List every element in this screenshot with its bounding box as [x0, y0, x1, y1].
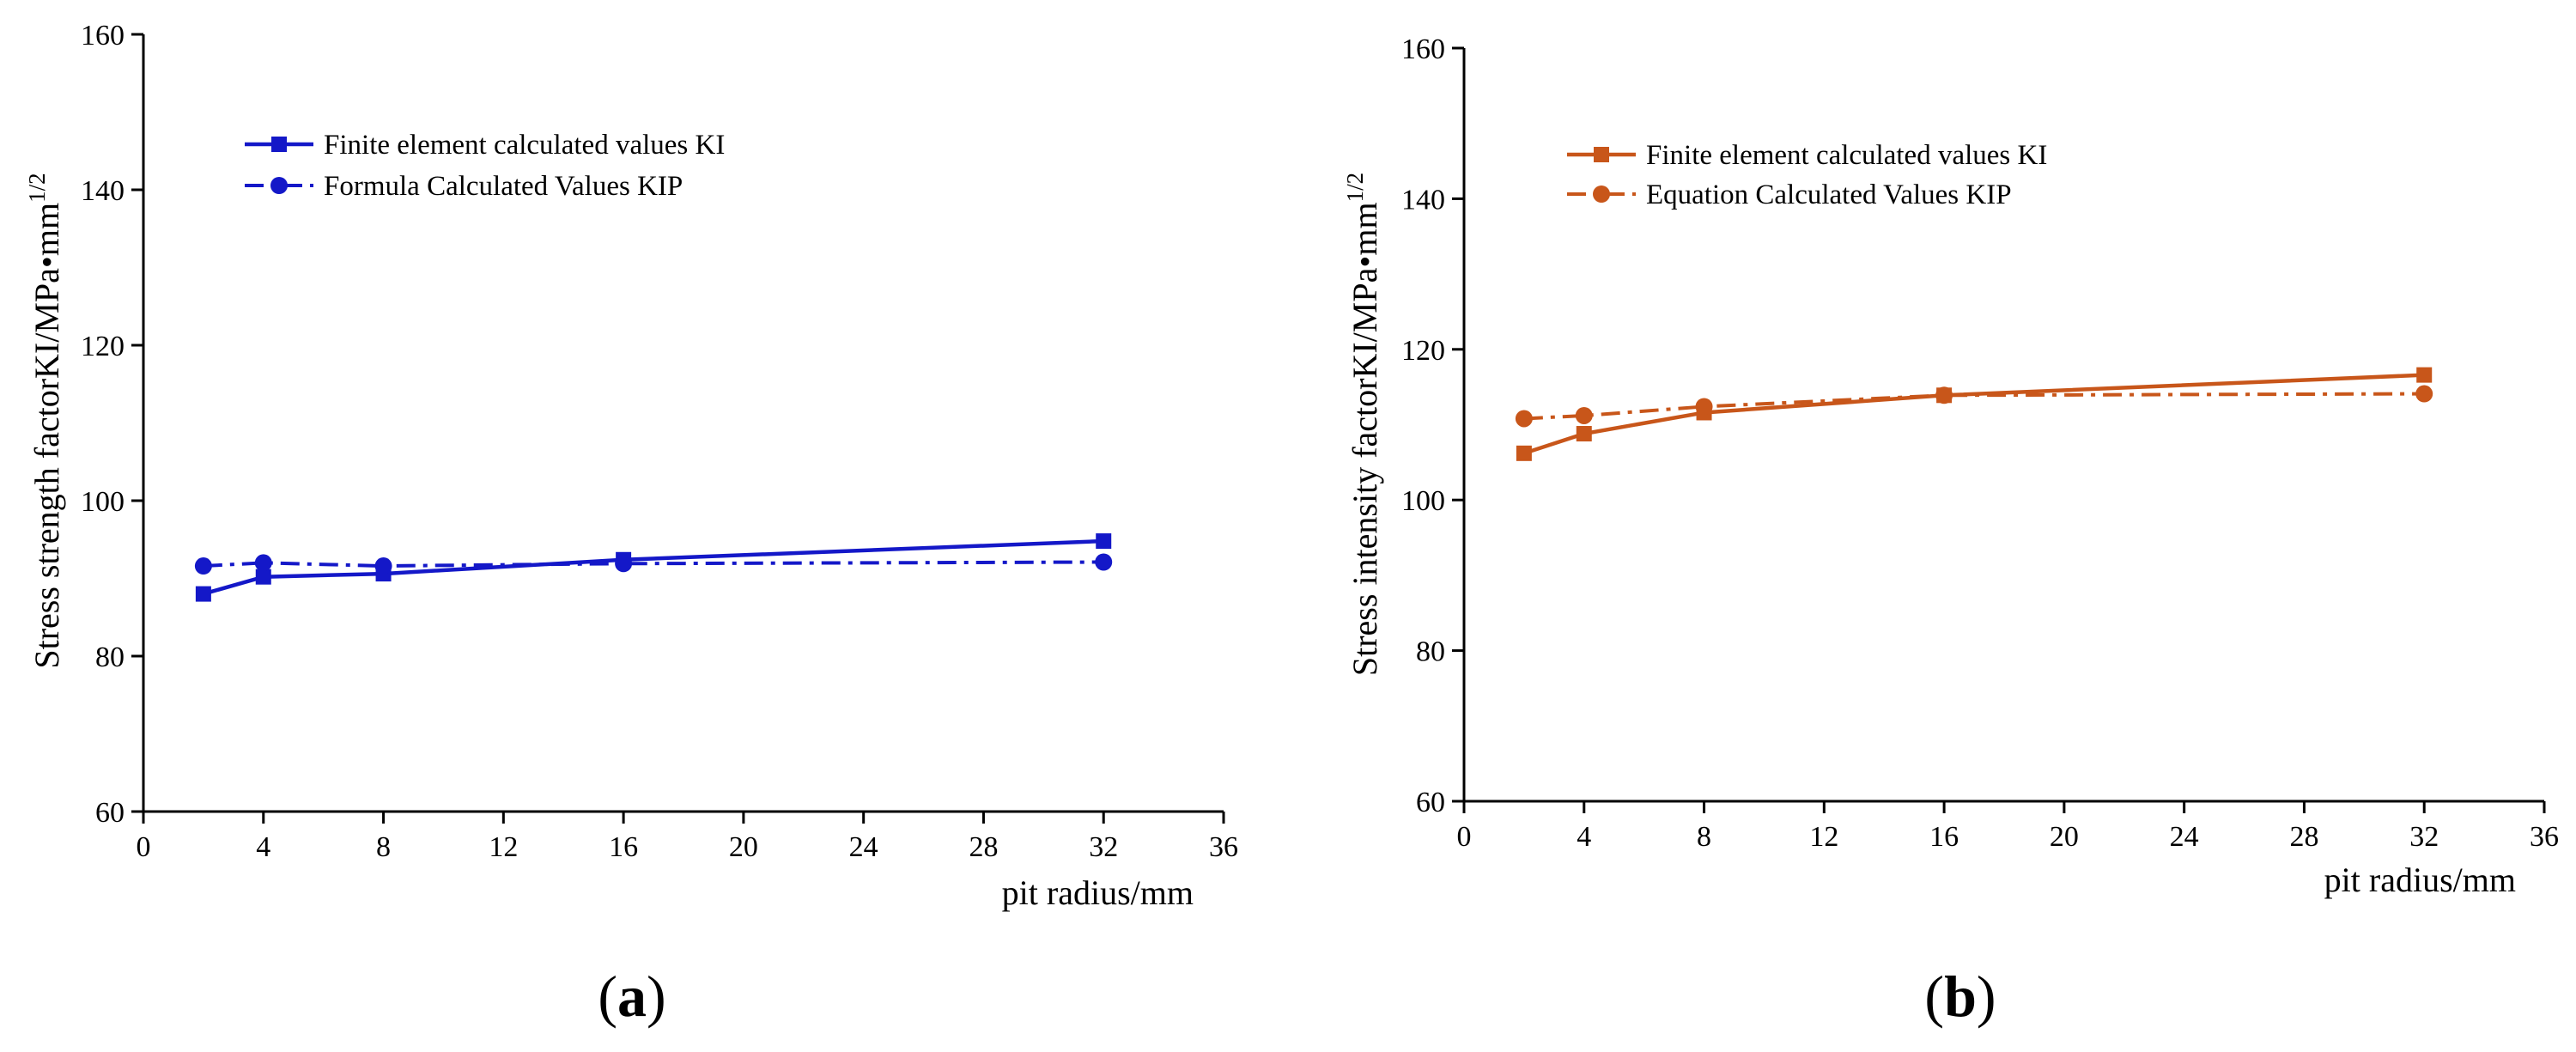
chart-panel-b: 0 4 8 12 16 20 24 28 32 36 60 80 100 120 140 160 pit rad… — [1342, 33, 2559, 1029]
legend-entry: Finite element calculated values KI — [1567, 140, 2047, 171]
legend-label: Finite element calculated values KI — [1646, 140, 2047, 171]
x-tick-label: 16 — [1929, 821, 1959, 853]
x-tick-label: 0 — [137, 831, 151, 863]
series-finite-element — [1516, 367, 2433, 461]
legend-entry: Equation Calculated Values KIP — [1567, 179, 2012, 210]
data-point-circle — [1095, 553, 1113, 571]
series-finite-element — [195, 533, 1112, 602]
panel-label-letter: a — [617, 964, 647, 1029]
y-tick-label: 80 — [95, 642, 125, 673]
x-tick-label: 8 — [1697, 821, 1711, 853]
x-tick-label: 36 — [1209, 831, 1238, 863]
series-calculated — [194, 553, 1113, 575]
x-tick-label: 4 — [1577, 821, 1591, 853]
legend-entry: Finite element calculated values KI — [245, 130, 725, 161]
y-tick-label: 140 — [1401, 184, 1445, 216]
x-tick-label: 12 — [1809, 821, 1838, 853]
data-point-circle — [1575, 406, 1593, 424]
y-tick-label: 100 — [81, 486, 125, 518]
x-tick-label: 20 — [729, 831, 758, 863]
data-point-circle — [194, 557, 212, 575]
panel-label-close-paren: ) — [647, 964, 666, 1029]
y-axis-title-main: Stress strength factorKI/MPa•mm — [27, 203, 66, 669]
panel-label: (b) — [1924, 964, 1996, 1029]
y-tick-label: 140 — [81, 175, 125, 207]
y-tick-label: 120 — [1401, 335, 1445, 367]
data-point-circle — [374, 557, 392, 575]
series-line — [203, 560, 1104, 569]
legend-marker-square — [1594, 147, 1609, 162]
legend-marker-circle — [1593, 185, 1610, 203]
y-tick-label: 100 — [1401, 485, 1445, 517]
y-tick-label: 160 — [1401, 33, 1445, 65]
x-tick-label: 28 — [2289, 821, 2318, 853]
panel-label-open-paren: ( — [1924, 964, 1944, 1029]
series-line — [203, 538, 1104, 596]
data-point-square — [1576, 426, 1592, 442]
x-tick-label: 24 — [2170, 821, 2199, 853]
x-tick-label: 36 — [2530, 821, 2559, 853]
data-point-square — [195, 586, 211, 602]
y-tick-label: 160 — [81, 20, 125, 52]
x-axis-title: pit radius/mm — [1002, 873, 1194, 912]
x-tick-label: 16 — [609, 831, 638, 863]
x-tick-label: 32 — [2409, 821, 2439, 853]
panel-label: (a) — [598, 964, 665, 1029]
data-point-square — [1516, 445, 1532, 461]
y-axis-title-superscript: 1/2 — [1342, 173, 1368, 203]
x-tick-label: 12 — [489, 831, 518, 863]
legend-label: Formula Calculated Values KIP — [324, 171, 683, 202]
panel-label-letter: b — [1944, 964, 1977, 1029]
data-point-circle — [615, 555, 633, 573]
legend-label: Equation Calculated Values KIP — [1646, 179, 2012, 210]
x-tick-label: 0 — [1457, 821, 1472, 853]
series-line — [1523, 392, 2425, 421]
series-line — [1523, 373, 2425, 455]
legend-marker-square — [271, 137, 287, 152]
x-tick-label: 28 — [969, 831, 998, 863]
legend-marker-circle — [270, 177, 288, 194]
x-tick-label: 32 — [1089, 831, 1118, 863]
y-axis-title-superscript: 1/2 — [24, 173, 50, 203]
legend-label: Finite element calculated values KI — [324, 130, 725, 161]
series-calculated — [1515, 385, 2433, 428]
chart-panel-a: 0 4 8 12 16 20 24 28 32 36 60 80 100 120 140 160 pit rad… — [24, 20, 1238, 1029]
x-tick-label: 4 — [256, 831, 270, 863]
data-point-circle — [1935, 386, 1953, 404]
y-axis-title: Stress strength factorKI/MPa•mm1/2 — [24, 173, 66, 668]
y-axis-title-main: Stress intensity factorKI/MPa•mm — [1346, 202, 1384, 676]
panel-label-open-paren: ( — [598, 964, 617, 1029]
y-tick-label: 120 — [81, 331, 125, 362]
data-point-circle — [2415, 385, 2433, 403]
y-tick-label: 80 — [1416, 636, 1445, 668]
x-tick-label: 8 — [376, 831, 391, 863]
data-point-square — [255, 569, 271, 585]
data-point-circle — [1515, 410, 1533, 428]
y-axis-title: Stress intensity factorKI/MPa•mm1/2 — [1342, 173, 1384, 676]
x-axis-title: pit radius/mm — [2324, 860, 2516, 899]
legend-entry: Formula Calculated Values KIP — [245, 171, 683, 202]
data-point-circle — [1695, 398, 1713, 416]
data-point-square — [2416, 367, 2433, 383]
y-tick-label: 60 — [1416, 787, 1445, 818]
data-point-circle — [254, 554, 272, 572]
x-tick-label: 20 — [2050, 821, 2079, 853]
data-point-square — [1096, 533, 1112, 550]
x-tick-label: 24 — [849, 831, 878, 863]
panel-label-close-paren: ) — [1977, 964, 1996, 1029]
y-tick-label: 60 — [95, 797, 125, 829]
